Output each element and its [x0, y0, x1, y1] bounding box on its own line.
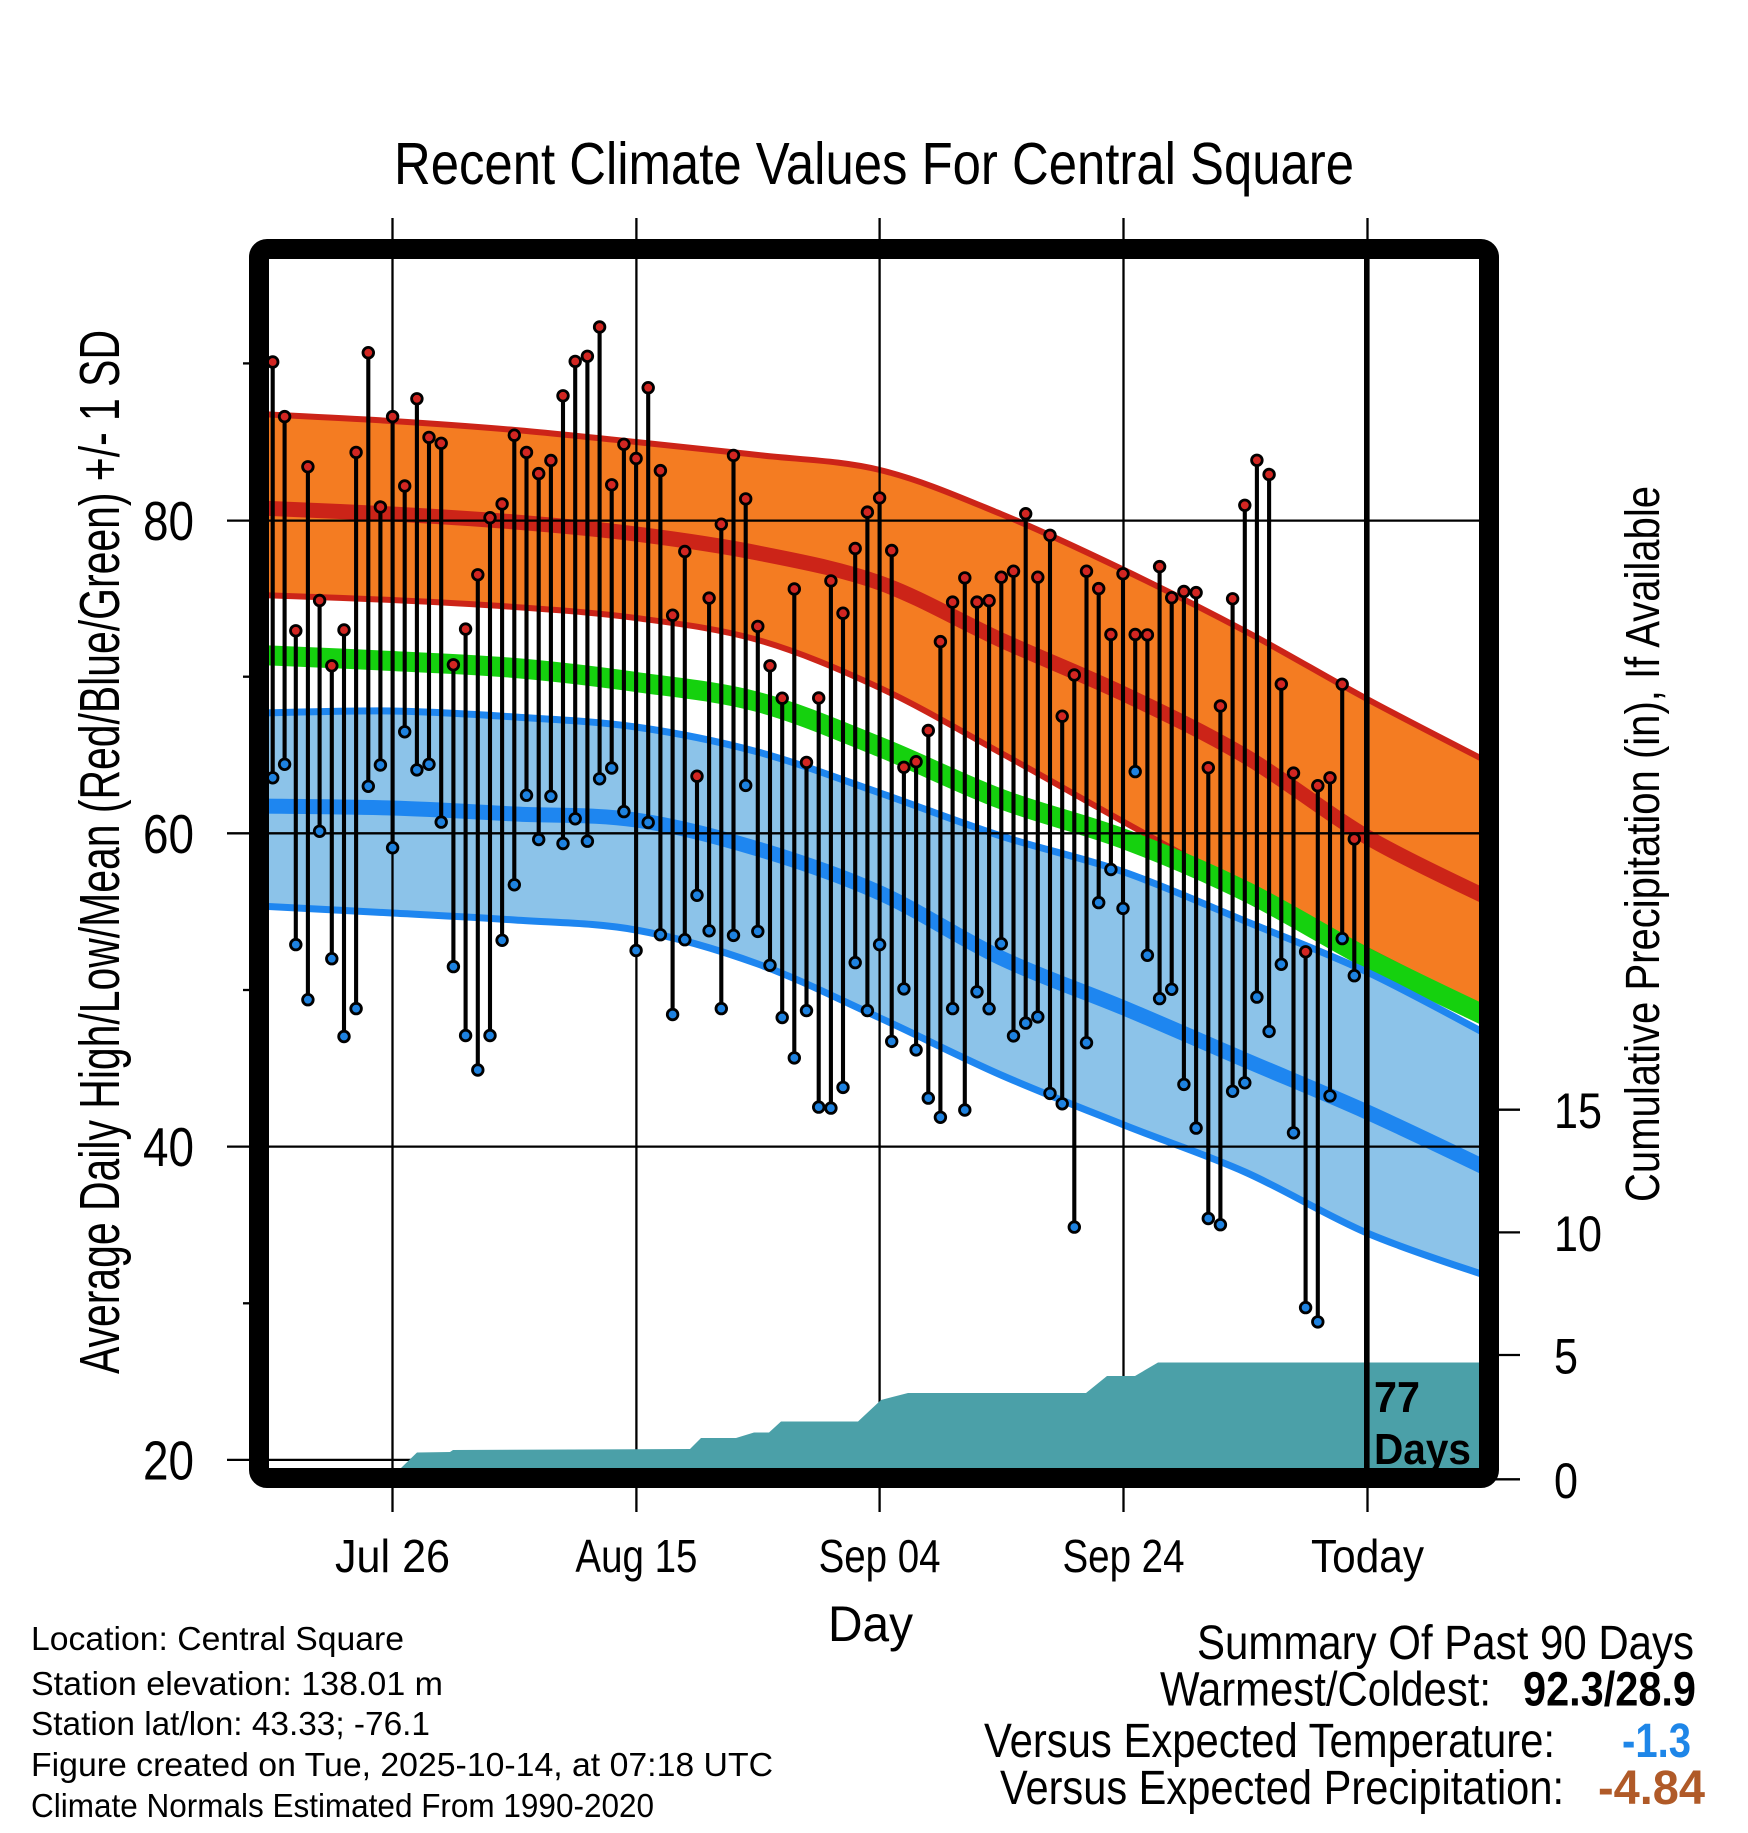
- svg-text:80: 80: [143, 490, 194, 552]
- svg-text:Day: Day: [828, 1596, 913, 1652]
- svg-text:92.3/28.9: 92.3/28.9: [1523, 1664, 1696, 1717]
- svg-text:Versus Expected Precipitation:: Versus Expected Precipitation:: [1000, 1762, 1564, 1815]
- svg-text:5: 5: [1554, 1329, 1578, 1385]
- svg-text:77: 77: [1374, 1373, 1420, 1422]
- svg-text:Aug 15: Aug 15: [575, 1530, 697, 1582]
- svg-text:Sep 24: Sep 24: [1063, 1530, 1185, 1582]
- svg-text:Jul 26: Jul 26: [335, 1530, 450, 1582]
- svg-text:Station lat/lon: 43.33; -76.1: Station lat/lon: 43.33; -76.1: [31, 1705, 430, 1742]
- svg-text:Versus Expected Temperature:: Versus Expected Temperature:: [984, 1715, 1555, 1768]
- svg-text:60: 60: [143, 803, 194, 865]
- svg-text:Summary Of Past 90 Days: Summary Of Past 90 Days: [1197, 1617, 1694, 1670]
- svg-text:Days: Days: [1374, 1425, 1471, 1474]
- svg-text:Average Daily High/Low/Mean (R: Average Daily High/Low/Mean (Red/Blue/Gr…: [68, 330, 132, 1374]
- svg-text:10: 10: [1554, 1206, 1602, 1262]
- svg-text:40: 40: [143, 1116, 194, 1178]
- svg-text:Sep 04: Sep 04: [819, 1530, 941, 1582]
- svg-text:20: 20: [143, 1429, 194, 1491]
- svg-text:Climate Normals Estimated From: Climate Normals Estimated From 1990-2020: [31, 1787, 654, 1824]
- svg-text:Warmest/Coldest:: Warmest/Coldest:: [1160, 1664, 1491, 1717]
- svg-text:0: 0: [1554, 1453, 1578, 1509]
- svg-text:Recent Climate Values For Cent: Recent Climate Values For Central Square: [394, 131, 1354, 197]
- svg-text:-4.84: -4.84: [1598, 1762, 1705, 1815]
- svg-text:Figure created on Tue, 2025-10: Figure created on Tue, 2025-10-14, at 07…: [31, 1746, 773, 1783]
- svg-text:Cumulative Precipitation (in),: Cumulative Precipitation (in), If Availa…: [1617, 486, 1670, 1202]
- svg-text:Station elevation: 138.01 m: Station elevation: 138.01 m: [31, 1665, 443, 1702]
- svg-text:Today: Today: [1311, 1530, 1424, 1582]
- svg-text:15: 15: [1554, 1083, 1602, 1139]
- svg-text:-1.3: -1.3: [1622, 1715, 1691, 1768]
- svg-text:Location: Central Square: Location: Central Square: [31, 1620, 404, 1657]
